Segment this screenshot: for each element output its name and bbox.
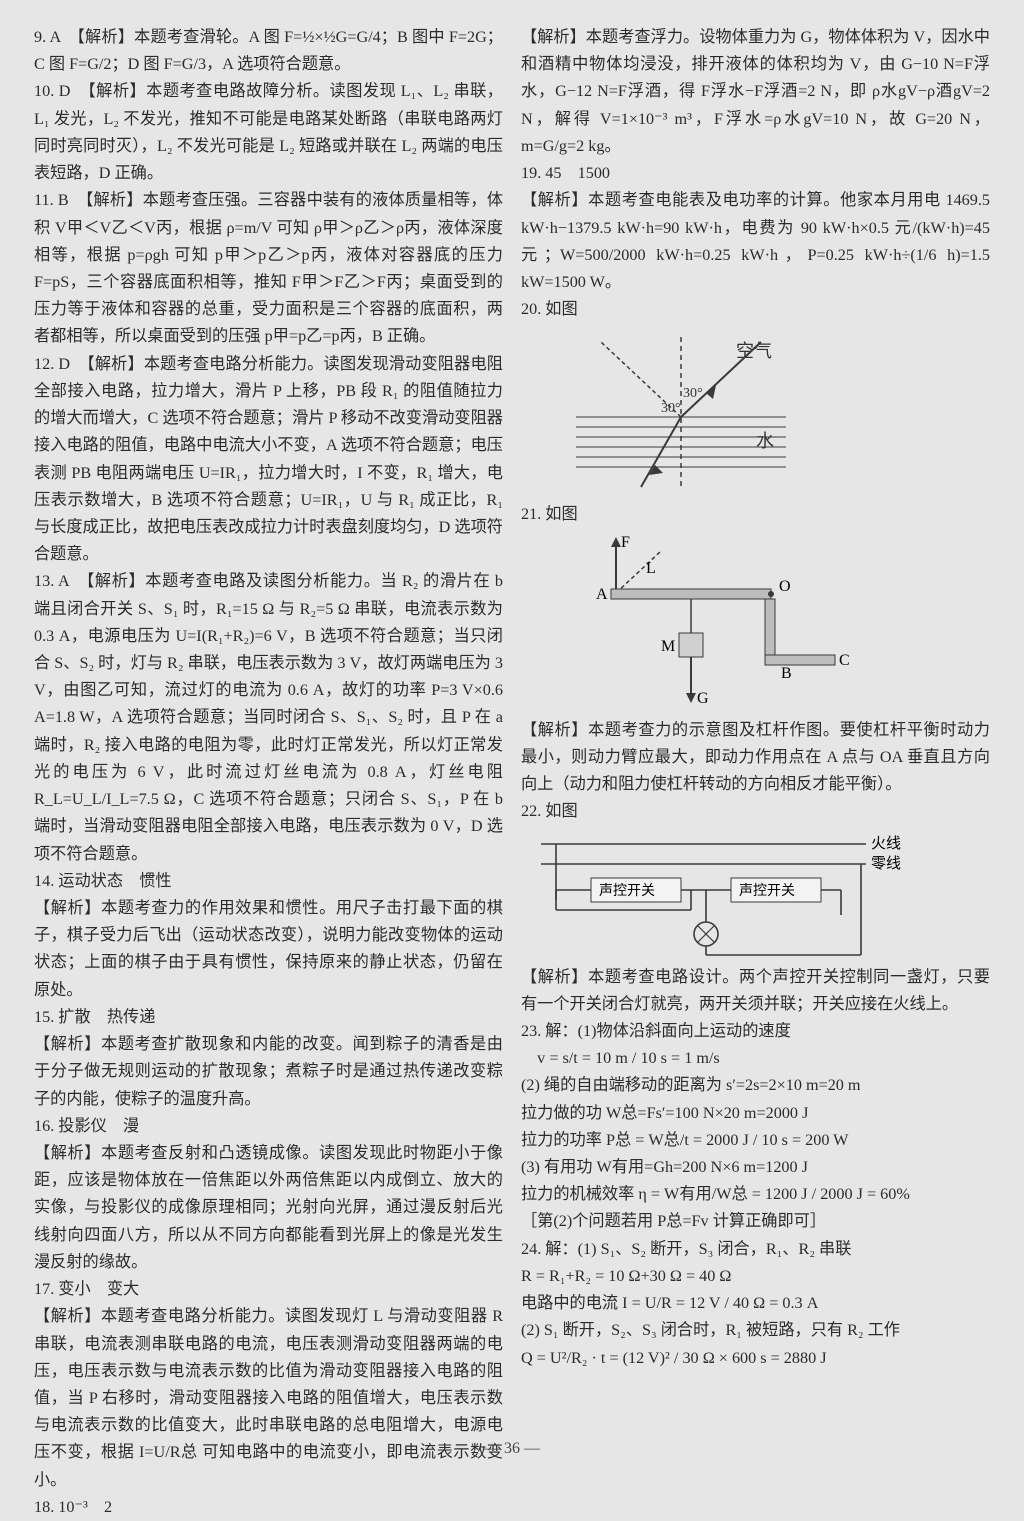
- refraction-diagram-icon: 空气: [561, 327, 801, 497]
- arrow-icon: [686, 693, 696, 703]
- lever-bar-icon: [611, 589, 771, 599]
- item-13: 13. A 【解析】本题考查电路及读图分析能力。当 R₂ 的滑片在 b 端且闭合…: [34, 568, 503, 867]
- item-14: 14. 运动状态 惯性: [34, 868, 503, 895]
- arrow-icon: [706, 385, 716, 399]
- item-16: 16. 投影仪 漫: [34, 1113, 503, 1140]
- item-top-explain: 【解析】本题考查浮力。设物体重力为 G，物体体积为 V，因水中和酒精中物体均浸没…: [521, 24, 990, 160]
- item-16-explain: 【解析】本题考查反射和凸透镜成像。读图发现此时物距小于像距，应该是物体放在一倍焦…: [34, 1140, 503, 1276]
- item-14-explain: 【解析】本题考查力的作用效果和惯性。用尺子击打最下面的棋子，棋子受力后飞出（运动…: [34, 895, 503, 1004]
- circuit-diagram-icon: 火线 零线 声控开关 声控开关: [531, 830, 911, 960]
- right-column: 【解析】本题考查浮力。设物体重力为 G，物体体积为 V，因水中和酒精中物体均浸没…: [521, 24, 990, 1434]
- label-O: O: [779, 578, 791, 595]
- weight-box-icon: [679, 633, 703, 657]
- item-17: 17. 变小 变大: [34, 1276, 503, 1303]
- figure-21: F L A O B C M: [561, 533, 990, 713]
- two-column-layout: 9. A 【解析】本题考查滑轮。A 图 F=½×½G=G/4；B 图中 F=2G…: [34, 24, 990, 1434]
- lever-bar-icon: [765, 655, 835, 665]
- label-C: C: [839, 652, 850, 669]
- water-label: 水: [756, 431, 774, 451]
- item-12: 12. D 【解析】本题考查电路分析能力。读图发现滑动变阻器电阻全部接入电路，拉…: [34, 351, 503, 569]
- pivot-icon: [768, 591, 774, 597]
- figure-22: 火线 零线 声控开关 声控开关: [531, 830, 990, 960]
- item-15: 15. 扩散 热传递: [34, 1004, 503, 1031]
- angle-label: 30°: [661, 401, 681, 416]
- item-20-label: 20. 如图: [521, 296, 990, 323]
- label-B: B: [781, 665, 792, 682]
- arrow-icon: [611, 537, 621, 547]
- item-19: 19. 45 1500: [521, 160, 990, 187]
- switch-label: 声控开关: [599, 883, 655, 899]
- label-L: L: [646, 560, 656, 577]
- item-17-explain: 【解析】本题考查电路分析能力。读图发现灯 L 与滑动变阻器 R 串联，电流表测串…: [34, 1303, 503, 1494]
- lever-diagram-icon: F L A O B C M: [561, 533, 871, 713]
- item-18: 18. 10⁻³ 2: [34, 1494, 503, 1521]
- item-11: 11. B 【解析】本题考查压强。三容器中装有的液体质量相等，体积 V甲＜V乙＜…: [34, 187, 503, 350]
- switch-label: 声控开关: [739, 883, 795, 899]
- item-22-label: 22. 如图: [521, 798, 990, 825]
- label-F: F: [621, 534, 630, 551]
- figure-20: 空气: [561, 327, 990, 497]
- angle-label: 30°: [683, 386, 703, 401]
- item-21-explain: 【解析】本题考查力的示意图及杠杆作图。要使杠杆平衡时动力最小，则动力臂应最大，即…: [521, 717, 990, 799]
- lever-bar-icon: [765, 599, 775, 659]
- neutral-wire-label: 零线: [871, 855, 901, 872]
- incident-ray-icon: [681, 342, 761, 417]
- live-wire-label: 火线: [871, 835, 901, 852]
- item-23: 23. 解：(1)物体沿斜面向上运动的速度 v = s/t = 10 m / 1…: [521, 1018, 990, 1236]
- item-21-label: 21. 如图: [521, 501, 990, 528]
- air-label: 空气: [736, 341, 772, 361]
- left-column: 9. A 【解析】本题考查滑轮。A 图 F=½×½G=G/4；B 图中 F=2G…: [34, 24, 503, 1434]
- item-10: 10. D 【解析】本题考查电路故障分析。读图发现 L₁、L₂ 串联，L₁ 发光…: [34, 78, 503, 187]
- water-surface-icon: [576, 417, 786, 467]
- label-G: G: [697, 690, 709, 707]
- item-22-explain: 【解析】本题考查电路设计。两个声控开关控制同一盏灯，只要有一个开关闭合灯就亮，两…: [521, 964, 990, 1018]
- item-15-explain: 【解析】本题考查扩散现象和内能的改变。闻到粽子的清香是由于分子做无规则运动的扩散…: [34, 1031, 503, 1113]
- item-24: 24. 解：(1) S₁、S₂ 断开，S₃ 闭合，R₁、R₂ 串联 R = R₁…: [521, 1236, 990, 1372]
- item-9: 9. A 【解析】本题考查滑轮。A 图 F=½×½G=G/4；B 图中 F=2G…: [34, 24, 503, 78]
- label-A: A: [596, 586, 608, 603]
- label-M: M: [661, 638, 675, 655]
- page-root: 9. A 【解析】本题考查滑轮。A 图 F=½×½G=G/4；B 图中 F=2G…: [0, 0, 1024, 1486]
- item-19-explain: 【解析】本题考查电能表及电功率的计算。他家本月用电 1469.5 kW·h−13…: [521, 187, 990, 296]
